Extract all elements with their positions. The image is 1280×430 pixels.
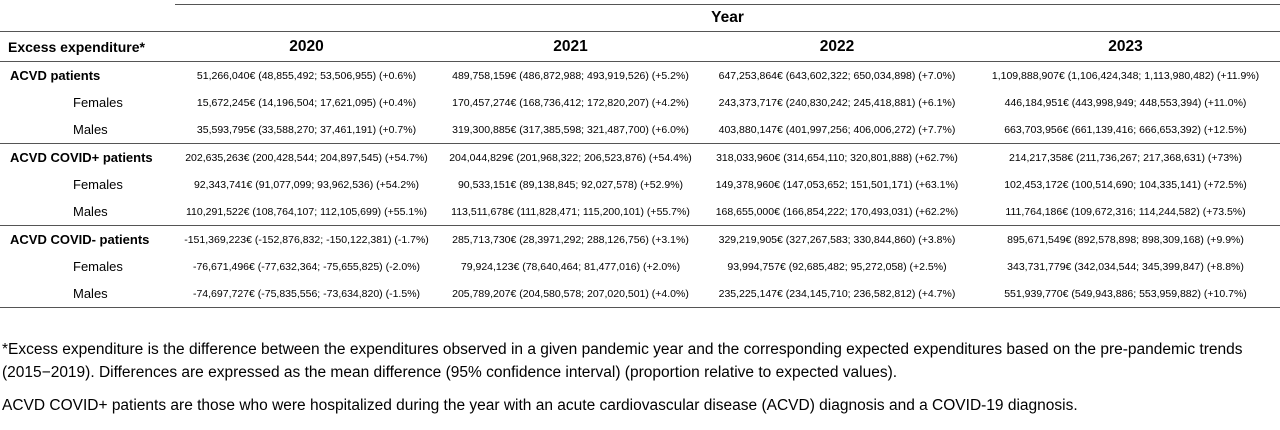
table-cell: 895,671,549€ (892,578,898; 898,309,168) … (1007, 233, 1244, 246)
table-cell: -151,369,223€ (-152,876,832; -150,122,38… (184, 233, 429, 246)
table-cell: 202,635,263€ (200,428,544; 204,897,545) … (185, 151, 428, 164)
table-cell: 243,373,717€ (240,830,242; 245,418,881) … (718, 96, 956, 109)
year-header: Year (175, 4, 1280, 32)
table-cell: 102,453,172€ (100,514,690; 104,335,141) … (1004, 178, 1247, 191)
subgroup-label: Males (0, 116, 175, 144)
table-cell: 551,939,770€ (549,943,886; 553,959,882) … (971, 280, 1280, 308)
table-cell: 446,184,951€ (443,998,949; 448,553,394) … (1004, 96, 1247, 109)
table-cell: 15,672,245€ (14,196,504; 17,621,095) (+0… (196, 96, 417, 109)
table-cell: 111,764,186€ (109,672,316; 114,244,582) … (971, 198, 1280, 226)
table-cell: 113,511,678€ (111,828,471; 115,200,101) … (438, 198, 703, 226)
table-cell: 90,533,151€ (89,138,845; 92,027,578) (+5… (457, 178, 684, 191)
table-cell: 329,219,905€ (327,267,583; 330,844,860) … (718, 233, 956, 246)
subgroup-label: Females (73, 259, 123, 274)
table-cell: 92,343,741€ (91,077,099; 93,962,536) (+5… (193, 178, 420, 191)
table-cell: 663,703,956€ (661,139,416; 666,653,392) … (971, 116, 1280, 144)
group-label: ACVD patients (10, 68, 101, 83)
subgroup-row: Males 35,593,795€ (33,588,270; 37,461,19… (0, 116, 1280, 144)
subgroup-row: Females 92,343,741€ (91,077,099; 93,962,… (0, 171, 1280, 198)
row-header: Excess expenditure* (0, 31, 175, 62)
group-label: ACVD COVID+ patients (10, 150, 153, 165)
subgroup-label: Females (73, 177, 123, 192)
table-cell: -76,671,496€ (-77,632,364; -75,655,825) … (192, 260, 421, 273)
table-cell: 1,109,888,907€ (1,106,424,348; 1,113,980… (991, 69, 1260, 82)
table-cell: 170,457,274€ (168,736,412; 172,820,207) … (452, 96, 689, 109)
table-cell: 235,225,147€ (234,145,710; 236,582,812) … (703, 280, 971, 308)
table-cell: 403,880,147€ (401,997,256; 406,006,272) … (703, 116, 971, 144)
table-cell: 110,291,522€ (108,764,107; 112,105,699) … (175, 198, 438, 226)
table-cell: 647,253,864€ (643,602,322; 650,034,898) … (718, 69, 956, 82)
table-cell: 149,378,960€ (147,053,652; 151,501,171) … (715, 178, 959, 191)
subgroup-row: Males -74,697,727€ (-75,835,556; -73,634… (0, 280, 1280, 308)
subgroup-label: Females (73, 95, 123, 110)
subgroup-row: Males 110,291,522€ (108,764,107; 112,105… (0, 198, 1280, 226)
table-cell: 79,924,123€ (78,640,464; 81,477,016) (+2… (460, 260, 681, 273)
definition-note: ACVD COVID+ patients are those who were … (2, 397, 1078, 414)
group-label: ACVD COVID- patients (10, 232, 150, 247)
table-notes: *Excess expenditure is the difference be… (2, 338, 1278, 417)
group-row: ACVD COVID- patients -151,369,223€ (-152… (0, 226, 1280, 254)
table-cell: 318,033,960€ (314,654,110; 320,801,888) … (716, 151, 958, 164)
table-cell: 168,655,000€ (166,854,222; 170,493,031) … (703, 198, 971, 226)
year-column-header: 2022 (703, 31, 971, 62)
table-cell: 489,758,159€ (486,872,988; 493,919,526) … (452, 69, 689, 82)
table-cell: 205,789,207€ (204,580,578; 207,020,501) … (438, 280, 703, 308)
group-row: ACVD COVID+ patients 202,635,263€ (200,4… (0, 144, 1280, 172)
year-header-row: Year (0, 4, 1280, 32)
table-cell: 214,217,358€ (211,736,267; 217,368,631) … (1008, 151, 1243, 164)
table-cell: 285,713,730€ (28,3971,292; 288,126,756) … (452, 233, 689, 246)
table-cell: 343,731,779€ (342,034,544; 345,399,847) … (1007, 260, 1244, 273)
column-header-row: Excess expenditure* 2020 2021 2022 2023 (0, 31, 1280, 62)
table-cell: 93,994,757€ (92,685,482; 95,272,058) (+2… (727, 260, 947, 273)
table-cell: 35,593,795€ (33,588,270; 37,461,191) (+0… (175, 116, 438, 144)
table-cell: 51,266,040€ (48,855,492; 53,506,955) (+0… (196, 69, 417, 82)
group-row: ACVD patients 51,266,040€ (48,855,492; 5… (0, 62, 1280, 90)
subgroup-label: Males (0, 280, 175, 308)
excess-expenditure-table-container: Year Excess expenditure* 2020 2021 2022 … (0, 4, 1280, 308)
corner-cell (0, 5, 175, 32)
subgroup-row: Females 15,672,245€ (14,196,504; 17,621,… (0, 89, 1280, 116)
footnote: *Excess expenditure is the difference be… (2, 341, 1243, 381)
year-column-header: 2023 (971, 31, 1280, 62)
table-cell: -74,697,727€ (-75,835,556; -73,634,820) … (175, 280, 438, 308)
excess-expenditure-table: Year Excess expenditure* 2020 2021 2022 … (0, 4, 1280, 308)
table-cell: 204,044,829€ (201,968,322; 206,523,876) … (449, 151, 692, 164)
subgroup-label: Males (0, 198, 175, 226)
table-cell: 319,300,885€ (317,385,598; 321,487,700) … (438, 116, 703, 144)
subgroup-row: Females -76,671,496€ (-77,632,364; -75,6… (0, 253, 1280, 280)
year-column-header: 2020 (175, 31, 438, 62)
year-column-header: 2021 (438, 31, 703, 62)
